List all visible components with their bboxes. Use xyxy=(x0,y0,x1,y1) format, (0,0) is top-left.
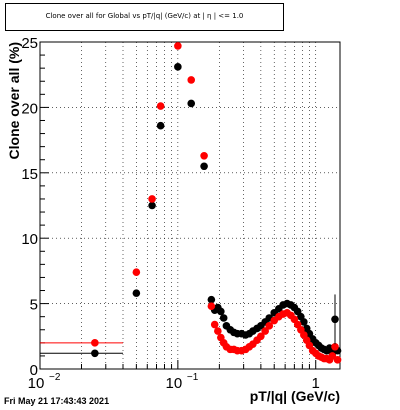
chart-title-box: Clone over all for Global vs pT/|q| (GeV… xyxy=(5,3,284,31)
data-point xyxy=(148,195,156,203)
data-markers xyxy=(40,42,342,364)
data-point xyxy=(132,289,141,297)
data-point xyxy=(174,63,182,71)
x-tick-exponent: −2 xyxy=(49,372,61,383)
data-point xyxy=(328,352,337,360)
plot-frame xyxy=(39,41,341,370)
y-tick-label: 25 xyxy=(21,35,38,52)
tick-labels: 0 5 10 15 20 25 10 −2 10 −1 1 xyxy=(21,35,320,392)
y-tick-label: 15 xyxy=(21,166,38,183)
data-point xyxy=(300,318,308,326)
axis-ticks xyxy=(39,41,317,370)
data-point xyxy=(132,268,141,277)
data-point xyxy=(207,295,216,304)
data-point xyxy=(265,322,274,330)
y-axis-label: Clone over all (%) xyxy=(6,42,22,159)
data-point xyxy=(200,162,208,171)
data-point xyxy=(156,102,165,110)
data-point xyxy=(210,320,219,329)
y-tick-label: 5 xyxy=(30,297,38,314)
data-point xyxy=(187,76,196,84)
data-point xyxy=(207,302,216,311)
data-point xyxy=(214,327,222,335)
data-point xyxy=(331,342,339,351)
x-tick-label: 10 xyxy=(28,375,45,392)
data-point xyxy=(261,327,269,335)
x-tick-label: 10 xyxy=(166,375,183,392)
data-point xyxy=(219,314,228,322)
x-tick-exponent: −1 xyxy=(187,372,199,383)
timestamp-footer: Fri May 21 17:43:43 2021 xyxy=(4,396,110,406)
data-point xyxy=(91,339,99,347)
data-point xyxy=(156,121,165,130)
data-point xyxy=(257,332,265,341)
data-point xyxy=(217,307,225,316)
data-point xyxy=(148,201,156,210)
data-point xyxy=(174,42,182,50)
x-tick-label: 1 xyxy=(312,375,320,392)
x-axis-label: pT/|q| (GeV/c) xyxy=(250,388,340,404)
data-point xyxy=(91,349,99,358)
data-point xyxy=(200,151,208,160)
y-tick-label: 10 xyxy=(21,231,38,248)
data-point xyxy=(187,99,196,108)
y-tick-label: 0 xyxy=(30,362,38,379)
chart-title: Clone over all for Global vs pT/|q| (GeV… xyxy=(45,12,244,20)
y-tick-label: 20 xyxy=(21,100,38,117)
data-point xyxy=(333,356,342,364)
